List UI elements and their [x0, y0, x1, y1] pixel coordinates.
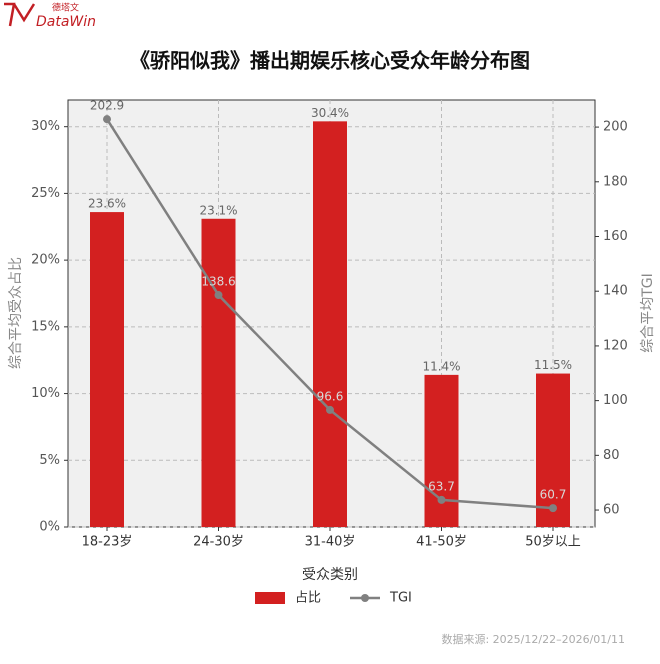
x-axis-label: 受众类别	[302, 567, 358, 583]
bar-value-label: 11.5%	[534, 358, 572, 372]
x-tick-label: 31-40岁	[305, 535, 356, 550]
source-note: 数据来源: 2025/12/22–2026/01/11	[441, 632, 625, 646]
bar	[313, 121, 347, 527]
y2-tick-label: 100	[603, 393, 628, 408]
bar	[90, 212, 124, 527]
y2-tick-label: 140	[603, 284, 628, 299]
y2-tick-label: 200	[603, 120, 628, 135]
line-point	[326, 405, 334, 414]
legend-swatch	[255, 592, 285, 604]
y-tick-label: 0%	[39, 520, 60, 535]
line-point	[214, 291, 223, 300]
line-point	[549, 504, 557, 513]
line-value-label: 138.6	[201, 275, 235, 289]
legend-label: TGI	[389, 591, 412, 606]
logo-brand-cn: 德塔文	[52, 2, 79, 14]
bar	[536, 373, 570, 527]
x-tick-label: 24-30岁	[193, 535, 244, 550]
line-value-label: 60.7	[540, 488, 567, 502]
y-tick-label: 10%	[31, 386, 60, 401]
bar-value-label: 23.1%	[199, 203, 237, 217]
bar-value-label: 23.6%	[88, 197, 126, 211]
y2-tick-label: 180	[603, 174, 628, 189]
logo-mark	[4, 2, 36, 27]
y-tick-label: 20%	[31, 253, 60, 268]
bar-value-label: 11.4%	[422, 359, 460, 373]
y-tick-label: 30%	[31, 119, 60, 134]
y-axis-label: 综合平均受众占比	[8, 257, 24, 369]
legend-swatch-dot	[361, 594, 369, 602]
line-value-label: 63.7	[428, 479, 455, 493]
logo-brand: DataWin	[36, 14, 96, 30]
y2-tick-label: 80	[603, 448, 620, 463]
bar	[201, 218, 236, 527]
bar-value-label: 30.4%	[311, 106, 349, 120]
x-tick-label: 18-23岁	[82, 535, 133, 550]
y2-tick-label: 60	[603, 503, 620, 518]
y-tick-label: 15%	[31, 319, 60, 334]
y2-tick-label: 120	[603, 338, 628, 353]
line-point	[437, 495, 446, 504]
line-value-label: 202.9	[90, 99, 124, 113]
y2-tick-label: 160	[603, 229, 628, 244]
chart-title: 《骄阳似我》播出期娱乐核心受众年龄分布图	[130, 49, 530, 73]
y2-axis-label: 综合平均TGI	[640, 273, 656, 353]
y-tick-label: 25%	[31, 186, 60, 201]
legend-label: 占比	[295, 591, 321, 606]
line-value-label: 96.6	[317, 389, 344, 403]
x-tick-label: 41-50岁	[416, 535, 467, 550]
line-point	[103, 115, 111, 124]
bar	[424, 374, 459, 527]
y-tick-label: 5%	[39, 453, 60, 468]
x-tick-label: 50岁以上	[525, 535, 581, 550]
